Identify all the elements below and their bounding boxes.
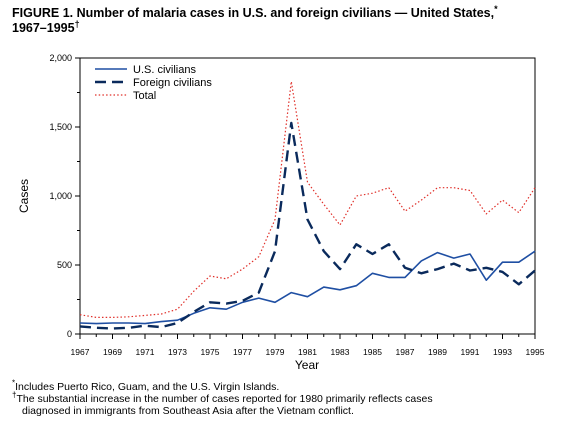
x-axis-label: Year (295, 358, 319, 372)
x-tick-label: 1987 (396, 347, 415, 357)
footnote-1-mark: * (12, 378, 16, 388)
figure-title-mark-2: † (74, 18, 80, 29)
y-axis-label: Cases (17, 179, 31, 213)
x-tick-label: 1977 (233, 347, 252, 357)
legend-label: Total (133, 90, 156, 102)
figure-title-mark-1: * (494, 3, 498, 14)
y-tick-label: 0 (67, 329, 72, 339)
axes: 0 500 1,000 1,500 2,000 1967 1969 1971 1973 1975 1… (49, 53, 544, 357)
x-tick-label: 1975 (201, 347, 220, 357)
figure-title-years: 1967–1995 (12, 21, 75, 35)
series-line-u-s-civilians (79, 250, 536, 325)
footnote-1-text: Includes Puerto Rico, Guam, and the U.S.… (15, 381, 280, 393)
figure-title: FIGURE 1. Number of malaria cases in U.S… (12, 3, 578, 36)
x-tick-label: 1995 (526, 347, 545, 357)
x-tick-label: 1969 (103, 347, 122, 357)
figure-title-main: FIGURE 1. Number of malaria cases in U.S… (12, 6, 495, 20)
malaria-cases-chart: 0 500 1,000 1,500 2,000 1967 1969 1971 1973 1975 1… (17, 53, 545, 372)
x-tick-label: 1967 (71, 347, 90, 357)
y-tick-label: 500 (57, 260, 72, 270)
y-tick-label: 1,000 (49, 191, 72, 201)
footnote-2-mark: † (12, 390, 17, 400)
footnote-2: †The substantial increase in the number … (12, 390, 582, 405)
series-line-total (79, 80, 536, 318)
x-tick-label: 1979 (266, 347, 285, 357)
legend-label: Foreign civilians (133, 77, 212, 89)
x-tick-label: 1993 (493, 347, 512, 357)
footnote-2-line-1: The substantial increase in the number o… (16, 393, 433, 405)
legend-label: U.S. civilians (133, 64, 196, 76)
x-tick-label: 1981 (298, 347, 317, 357)
footnotes: *Includes Puerto Rico, Guam, and the U.S… (12, 378, 582, 417)
x-tick-label: 1989 (428, 347, 447, 357)
x-tick-label: 1985 (363, 347, 382, 357)
x-tick-label: 1983 (331, 347, 350, 357)
x-tick-label: 1991 (461, 347, 480, 357)
y-tick-label: 1,500 (49, 122, 72, 132)
footnote-2-continued: diagnosed in immigrants from Southeast A… (12, 405, 582, 417)
series-lines (79, 80, 536, 330)
series-line-foreign-civilians (79, 121, 536, 330)
y-tick-label: 2,000 (49, 53, 72, 63)
x-tick-label: 1971 (136, 347, 155, 357)
x-tick-label: 1973 (168, 347, 187, 357)
footnote-2-line-2: diagnosed in immigrants from Southeast A… (22, 405, 354, 417)
footnote-1: *Includes Puerto Rico, Guam, and the U.S… (12, 378, 582, 393)
